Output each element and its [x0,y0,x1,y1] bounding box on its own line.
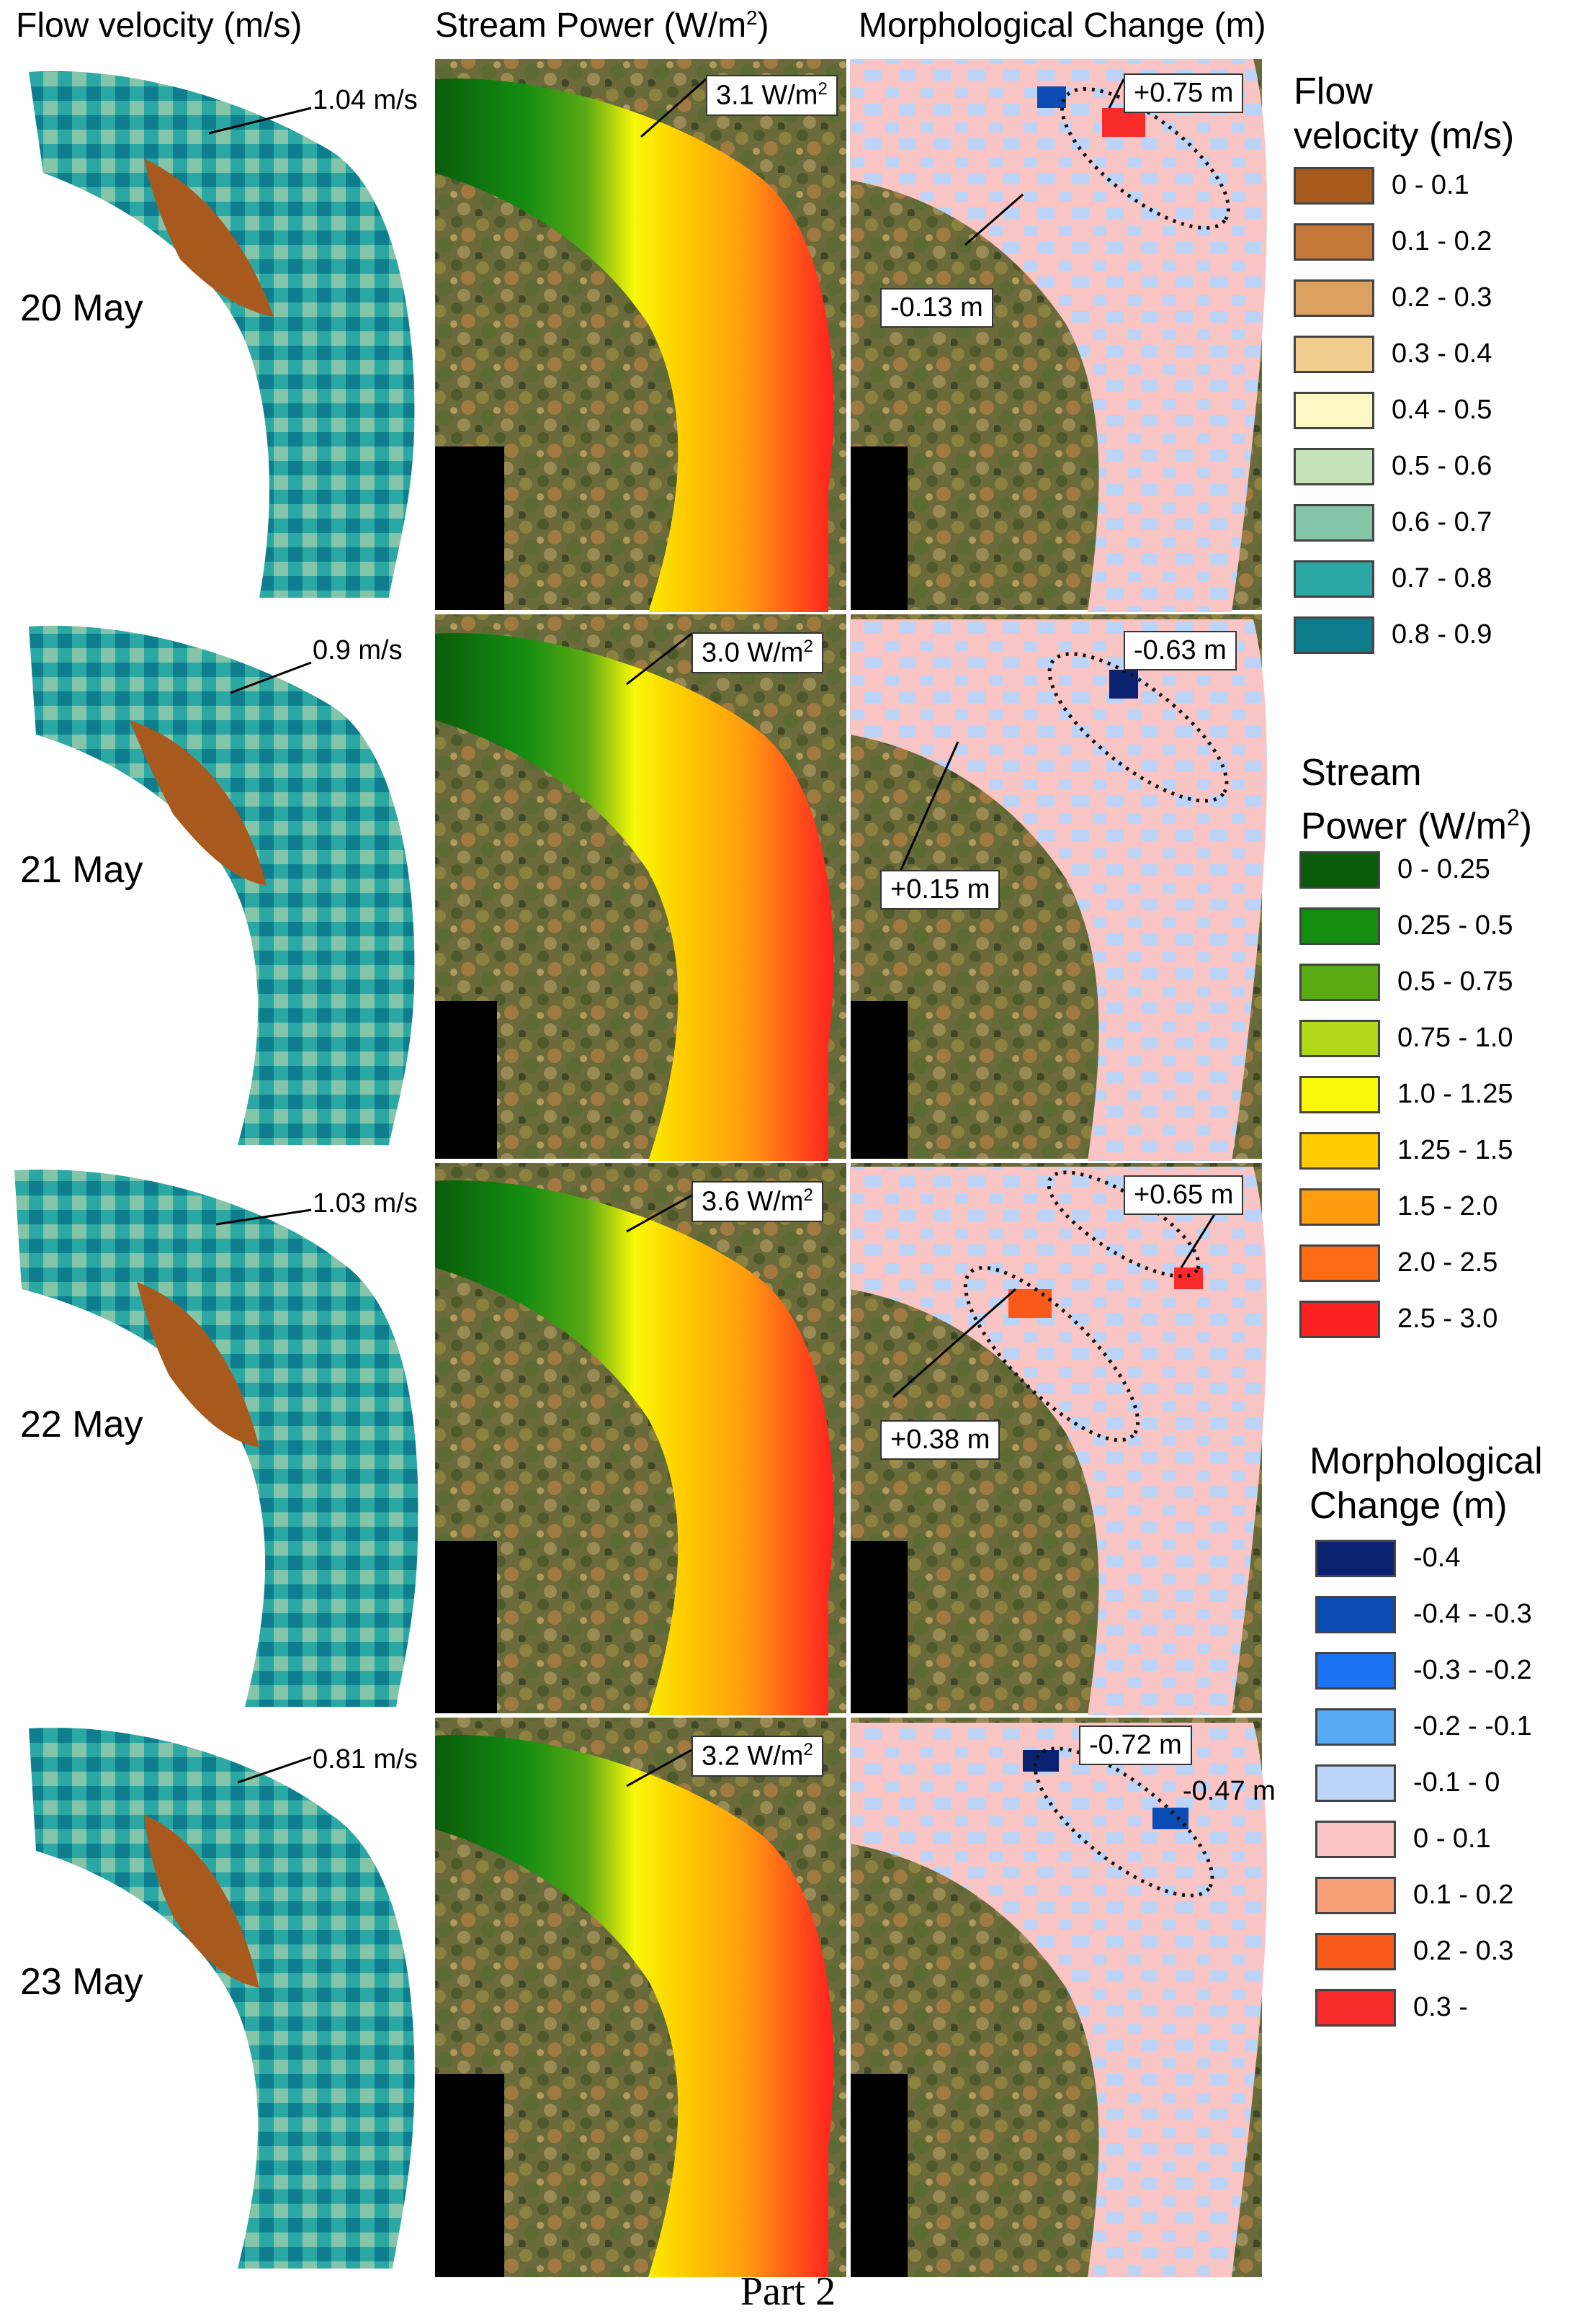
morphological-legend-swatch [1315,1596,1396,1633]
morph-change-column-header: Morphological Change (m) [859,6,1266,45]
velocity-legend-swatch [1294,448,1374,485]
morphological-legend-label: 0.2 - 0.3 [1413,1936,1514,1966]
morph-callout-row1-a: +0.75 m [1124,73,1244,113]
stream_power-legend-label: 1.5 - 2.0 [1397,1191,1498,1221]
stream_power-legend-swatch [1299,1132,1380,1170]
morphological-legend-label: -0.1 - 0 [1413,1767,1500,1798]
velocity-legend-label: 0.6 - 0.7 [1392,507,1492,537]
velocity-legend-swatch [1294,279,1374,317]
stream_power-legend-label: 2.5 - 3.0 [1397,1304,1498,1334]
velocity-legend-swatch [1294,504,1374,542]
stream-power-map-row1 [435,78,834,612]
stream_power-legend-label: 0 - 0.25 [1397,854,1490,884]
morph-callout-row4-a: -0.72 m [1079,1726,1192,1765]
velocity-legend-swatch [1294,616,1374,654]
morphological-legend-label: -0.3 - -0.2 [1413,1655,1532,1685]
morphological-legend-label: 0.1 - 0.2 [1413,1880,1514,1910]
morph-callout-row3-a: +0.65 m [1124,1175,1244,1215]
stream_power-legend-swatch [1299,851,1380,889]
date-label-row3: 22 May [20,1404,143,1445]
velocity-legend-label: 0 - 0.1 [1392,170,1469,200]
morph-callout-row1-b: -0.13 m [880,288,993,328]
morph-callout-row4-b: -0.47 m [1183,1776,1276,1806]
stream_power-legend-label: 0.5 - 0.75 [1397,966,1513,997]
stream-power-legend-title: Stream Power (W/m2) [1301,752,1533,848]
stream_power-legend-swatch [1299,907,1380,945]
stream_power-legend-label: 1.25 - 1.5 [1397,1135,1513,1165]
stream_power-legend-label: 2.0 - 2.5 [1397,1247,1498,1278]
velocity-map-row2 [29,625,415,1145]
stream-power-column-header: Stream Power (W/m2) [435,6,769,45]
velocity-legend-label: 0.7 - 0.8 [1392,563,1492,593]
morphological-legend-swatch [1315,1877,1396,1914]
velocity-legend-swatch [1294,336,1374,373]
stream-power-map-row4 [435,1735,834,2277]
stream-power-map-row2 [435,633,834,1161]
stream-power-map-row3 [435,1180,834,1715]
velocity-legend-label: 0.8 - 0.9 [1392,619,1492,650]
stream_power-legend-label: 1.0 - 1.25 [1397,1079,1513,1109]
morphological-legend-swatch [1315,1764,1396,1802]
leader-lines [208,78,1219,1787]
velocity-legend-label: 0.5 - 0.6 [1392,451,1492,481]
stream_power-legend-label: 0.75 - 1.0 [1397,1023,1513,1053]
stream_power-legend-swatch [1299,1301,1380,1338]
velocity-legend-label: 0.2 - 0.3 [1392,282,1492,313]
morphological-legend-swatch [1315,1540,1396,1577]
morphological-legend-swatch [1315,1989,1396,2027]
stream-power-callout-row3: 3.6 W/m2 [691,1181,823,1222]
morph-callout-row3-b: +0.38 m [880,1420,1000,1460]
velocity-column-header: Flow velocity (m/s) [16,6,303,45]
morph-change-maps [850,59,1267,2277]
stream-power-callout-row4: 3.2 W/m2 [691,1736,823,1777]
velocity-legend-title: Flow velocity (m/s) [1294,71,1515,157]
morphological-legend-swatch [1315,1933,1396,1970]
date-label-row4: 23 May [20,1961,143,2003]
stream_power-legend-swatch [1299,1244,1380,1282]
part-label: Part 2 [740,2269,836,2314]
stream_power-legend-swatch [1299,1020,1380,1057]
velocity-map-row3 [14,1169,418,1707]
velocity-legend-label: 0.4 - 0.5 [1392,395,1492,425]
velocity-label-row3: 1.03 m/s [313,1188,418,1219]
morph-change-map-row3 [850,1167,1267,1715]
morphological-legend-label: 0 - 0.1 [1413,1823,1491,1854]
velocity-legend-swatch [1294,560,1374,598]
morphological-legend-label: -0.4 - -0.3 [1413,1599,1532,1629]
velocity-legend-swatch [1294,167,1374,205]
morphological-legend-label: 0.3 - [1413,1992,1469,2022]
stream-power-callout-row2: 3.0 W/m2 [691,632,823,673]
morphological-legend-swatch [1315,1652,1396,1690]
morphological-legend-label: -0.2 - -0.1 [1413,1711,1532,1741]
velocity-legend-swatch [1294,392,1374,429]
morph-change-map-row1 [850,59,1267,612]
velocity-legend-label: 0.3 - 0.4 [1392,338,1492,369]
velocity-map-row1 [29,71,415,598]
stream_power-legend-swatch [1299,964,1380,1001]
stream-power-maps [435,78,834,2277]
velocity-label-row2: 0.9 m/s [313,635,403,665]
velocity-label-row4: 0.81 m/s [313,1744,418,1775]
morph-change-map-row2 [850,619,1267,1161]
date-label-row1: 20 May [20,287,143,329]
morph-legend-title: Morphological Change (m) [1309,1440,1543,1527]
velocity-legend-swatch [1294,223,1374,261]
morph-callout-row2-b: +0.15 m [880,870,1000,910]
morph-change-map-row4 [850,1723,1267,2277]
date-label-row2: 21 May [20,849,143,891]
stream_power-legend-swatch [1299,1188,1380,1226]
morph-callout-row2-a: -0.63 m [1124,631,1237,670]
velocity-maps [14,71,418,2269]
velocity-label-row1: 1.04 m/s [313,85,418,115]
morphological-legend-label: -0.4 [1413,1543,1461,1573]
velocity-map-row4 [29,1727,415,2269]
morphological-legend-swatch [1315,1708,1396,1746]
morphological-legend-swatch [1315,1821,1396,1858]
stream_power-legend-label: 0.25 - 0.5 [1397,910,1513,941]
stream_power-legend-swatch [1299,1076,1380,1113]
stream-power-callout-row1: 3.1 W/m2 [706,75,838,116]
velocity-legend-label: 0.1 - 0.2 [1392,226,1492,256]
